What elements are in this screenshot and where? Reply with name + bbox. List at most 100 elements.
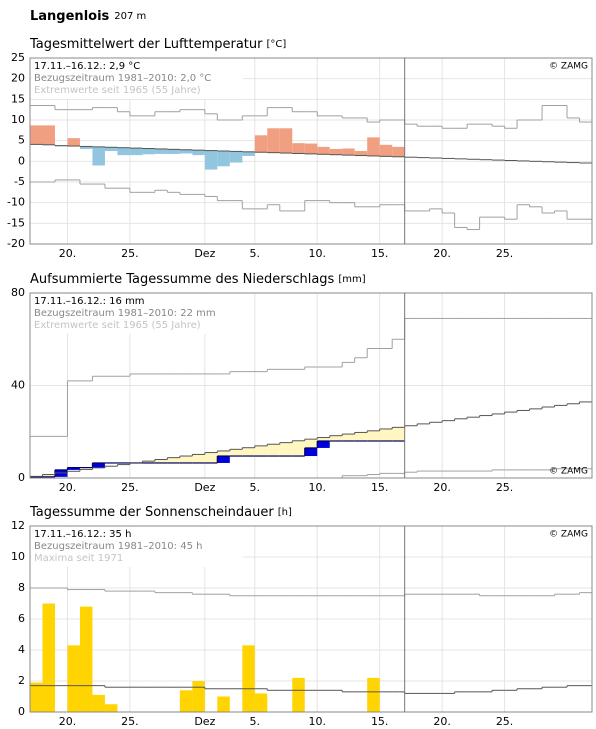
x-tick-label: 10. [308,481,326,494]
bar [42,603,55,712]
deficit-area [192,454,205,463]
x-tick-label: 25. [121,481,139,494]
x-tick-label: 25. [121,715,139,728]
y-tick-label: 6 [18,612,25,625]
info-text: Extremwerte seit 1965 (55 Jahre) [34,85,201,96]
deviation-bar [329,148,343,155]
bar [179,690,193,712]
bar [104,704,118,712]
deficit-area [229,449,243,457]
title-text: Tagessumme der Sonnenscheindauer [29,505,274,520]
deficit-area [154,459,168,463]
deviation-bar [317,146,330,155]
x-tick-label: Dez [194,481,215,494]
y-tick-label: 5 [18,134,25,147]
deviation-bar [217,151,230,167]
deficit-area [304,439,318,448]
bar [67,645,80,712]
deviation-bar [104,147,118,151]
deviation-bar [30,125,43,145]
deficit-area [42,474,55,477]
station: Langenlois [30,9,110,24]
x-tick-label: Dez [194,247,215,260]
unit: [mm] [338,274,365,285]
y-tick-label: 20 [11,72,25,85]
plot-frame [29,57,593,245]
bar [254,693,268,712]
x-tick-label: 15. [371,481,389,494]
x-tick-label: 15. [371,715,389,728]
y-tick-label: 15 [11,92,25,105]
deviation-bar [142,148,155,155]
info-text: 17.11.–16.12.: 16 mm [34,296,145,307]
y-tick-label: 8 [18,581,25,594]
info-text: Bezugszeitraum 1981–2010: 2,0 °C [34,73,211,84]
panel-title: Tagessumme der Sonnenscheindauer [h] [29,505,292,520]
header: Langenlois 207 m [30,9,146,24]
info-box [31,294,243,334]
bar [217,696,230,712]
deficit-area [354,432,368,441]
x-tick-label: 25. [496,715,514,728]
deficit-area [292,440,305,457]
deviation-bar [204,150,218,170]
y-tick-label: 25 [11,51,25,64]
increment-bar [317,441,330,448]
deficit-area [254,445,268,457]
y-tick-label: -5 [14,175,25,188]
bar [30,682,43,712]
title-text: Tagesmittelwert der Lufttemperatur [29,37,263,52]
deviation-bar [379,144,393,157]
deviation-bar [42,125,55,145]
panel-title: Tagesmittelwert der Lufttemperatur [°C] [29,37,286,52]
x-tick-label: 25. [496,247,514,260]
y-tick-label: -10 [7,196,25,209]
x-tick-label: 20. [59,247,77,260]
altitude: 207 m [114,11,146,22]
y-tick-label: 10 [11,550,25,563]
x-tick-label: 20. [433,715,451,728]
unit: [°C] [267,39,287,50]
info-text: Bezugszeitraum 1981–2010: 45 h [34,541,202,552]
increment-bar [304,447,318,457]
info-text: Maxima seit 1971 [34,553,123,564]
deviation-bar [179,149,193,154]
bar [292,677,305,712]
deficit-area [392,427,405,441]
x-tick-label: 20. [59,481,77,494]
x-tick-label: 5. [250,247,261,260]
unit: [h] [278,507,292,518]
deviation-bar [79,146,93,149]
y-tick-label: 0 [18,471,25,484]
deficit-area [217,450,230,457]
bar [79,606,93,712]
x-tick-label: 10. [308,715,326,728]
deviation-bar [367,137,380,156]
y-tick-label: 10 [11,113,25,126]
y-tick-label: 80 [11,286,25,299]
deviation-bar [292,143,305,154]
increment-bar [92,462,105,468]
info-text: Bezugszeitraum 1981–2010: 22 mm [34,308,216,319]
copyright: © ZAMG [549,62,588,72]
copyright: © ZAMG [549,530,588,540]
deviation-bar [117,147,130,156]
x-tick-label: 5. [250,715,261,728]
x-tick-label: 20. [59,715,77,728]
deviation-bar [167,149,180,154]
y-tick-label: -15 [7,216,25,229]
bar [192,681,205,712]
deviation-bar [392,146,405,157]
x-tick-label: 5. [250,481,261,494]
deviation-bar [267,128,280,153]
deviation-bar [304,143,318,154]
deviation-bar [254,135,268,153]
bar [242,645,255,712]
y-tick-label: 0 [18,705,25,718]
deviation-bar [229,151,243,163]
info-text: 17.11.–16.12.: 2,9 °C [34,61,140,72]
y-tick-label: 12 [11,519,25,532]
deviation-bar [242,151,255,156]
info-text: 17.11.–16.12.: 35 h [34,529,131,540]
